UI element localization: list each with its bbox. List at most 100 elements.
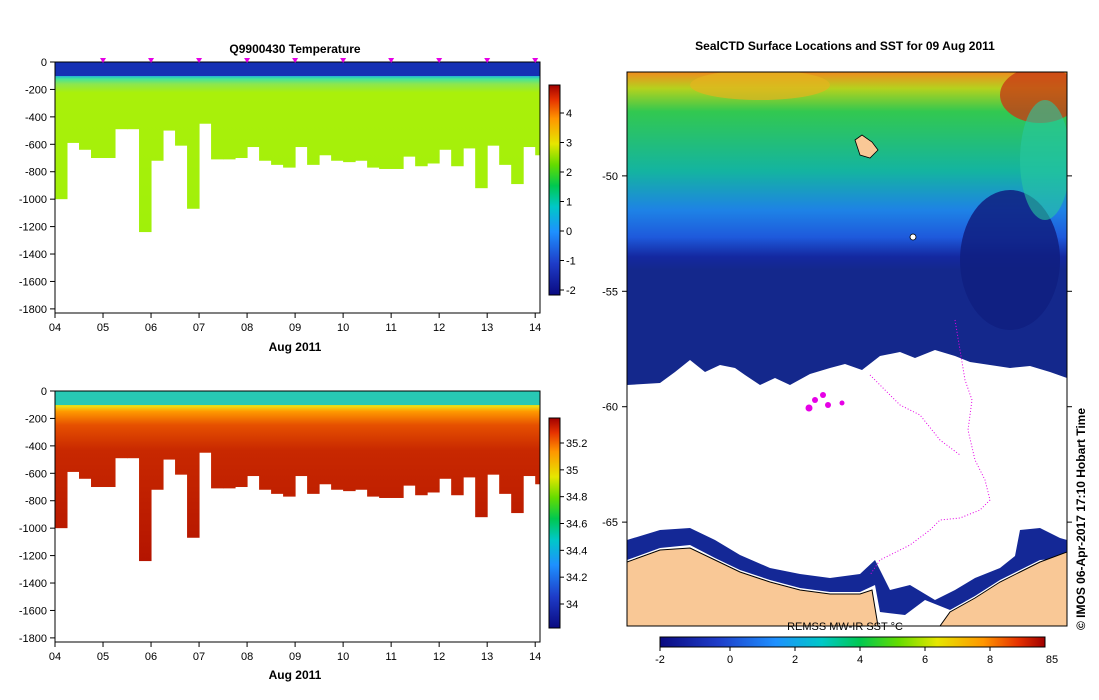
profile-column [91, 62, 104, 159]
salinity-colorbar-ticks: 35.2 35 34.8 34.6 34.4 34.2 34 [560, 438, 587, 611]
seal-location [820, 392, 826, 398]
warm-band [690, 72, 830, 100]
profile-column [259, 62, 272, 161]
profile-column [499, 62, 512, 165]
profile-column [199, 391, 212, 453]
salinity-colorbar [548, 417, 561, 629]
profile-column [475, 391, 488, 518]
sst-tick-label: 6 [922, 654, 928, 666]
profile-column [439, 391, 452, 479]
profile-column [295, 391, 308, 477]
profile-column [319, 62, 332, 156]
profile-column [127, 391, 140, 459]
profile-column [247, 391, 260, 477]
profile-column [163, 62, 176, 131]
profile-column [463, 391, 476, 478]
profile-column [127, 62, 140, 130]
x-tick-label: 05 [97, 322, 109, 334]
sst-colorbar [659, 636, 1046, 648]
x-tick-label: 05 [97, 651, 109, 663]
front [1020, 100, 1067, 220]
sst-tick-label: 2 [792, 654, 798, 666]
profile-column [271, 391, 284, 494]
y-tick-label: -400 [25, 112, 47, 124]
profile-column [415, 391, 428, 496]
y-tick-label: -600 [25, 139, 47, 151]
profile-column [259, 391, 272, 490]
x-tick-label: 13 [481, 322, 493, 334]
y-tick-label: -1200 [19, 222, 47, 234]
profile-marker [340, 58, 347, 63]
sst-tick-label: 85 [1046, 654, 1058, 666]
y-tick-label: -1400 [19, 578, 47, 590]
y-tick-label: 0 [41, 57, 47, 69]
x-tick-label: 07 [193, 651, 205, 663]
profile-column [283, 391, 296, 497]
profile-column [379, 391, 392, 498]
y-tick-label: -1600 [19, 605, 47, 617]
map-y-tick-label: -60 [602, 402, 618, 414]
colorbar-tick-label: 0 [566, 226, 572, 238]
x-tick-label: 09 [289, 322, 301, 334]
profile-column [451, 62, 464, 167]
profile-column [451, 391, 464, 496]
profile-column [283, 62, 296, 168]
profile-column [295, 62, 308, 148]
profile-column [379, 62, 392, 169]
profile-marker [244, 58, 251, 63]
profile-column [139, 62, 152, 233]
colorbar-tick-label: 1 [566, 197, 572, 209]
profile-column [139, 391, 152, 562]
profile-column [355, 391, 368, 490]
x-tick-label: 11 [385, 651, 396, 663]
colorbar-tick-label: 34.4 [566, 545, 587, 557]
profile-column [403, 62, 416, 157]
profile-column [331, 391, 344, 490]
profile-column [103, 62, 116, 159]
y-tick-label: -1000 [19, 523, 47, 535]
colorbar-tick-label: 34.6 [566, 519, 587, 531]
profile-column [355, 62, 368, 161]
profile-column [343, 62, 356, 163]
profile-column [55, 391, 68, 529]
temperature-profile-markers [100, 58, 539, 63]
profile-marker [148, 58, 155, 63]
profile-column [403, 391, 416, 486]
sst-colorbar-ticks: -2 0 2 4 6 8 85 [655, 647, 1058, 666]
profile-column [271, 62, 284, 165]
sst-tick-label: 0 [727, 654, 733, 666]
profile-column [175, 62, 188, 146]
x-tick-label: 04 [49, 651, 61, 663]
profile-column [247, 62, 260, 148]
y-tick-label: -200 [25, 84, 47, 96]
y-tick-label: -1800 [19, 633, 47, 645]
surface-layer [55, 62, 540, 76]
temperature-columns [55, 62, 540, 233]
profile-column [79, 391, 92, 479]
profile-column [499, 391, 512, 494]
seal-track [869, 319, 991, 576]
temperature-frame [54, 61, 541, 314]
seal-location [805, 404, 813, 412]
profile-column [115, 62, 128, 130]
profile-marker [532, 58, 539, 63]
temperature-y-axis: 0 -200 -400 -600 -800 -1000 -1200 -1400 -1600 -18… [19, 57, 55, 316]
profile-column [511, 391, 524, 514]
profile-marker [292, 58, 299, 63]
x-tick-label: 08 [241, 651, 253, 663]
y-tick-label: -800 [25, 167, 47, 179]
y-tick-label: -800 [25, 496, 47, 508]
salinity-plot-area [55, 391, 540, 562]
land-east [939, 551, 1067, 626]
y-tick-label: 0 [41, 386, 47, 398]
colorbar-tick-label: 3 [566, 138, 572, 150]
profile-column [367, 62, 380, 168]
profile-column [67, 391, 80, 472]
temperature-plot-area [55, 62, 540, 233]
profile-column [439, 62, 452, 150]
profile-column [187, 391, 200, 538]
land-west [627, 547, 879, 626]
temperature-x-label: Aug 2011 [269, 340, 322, 354]
profile-column [511, 62, 524, 185]
